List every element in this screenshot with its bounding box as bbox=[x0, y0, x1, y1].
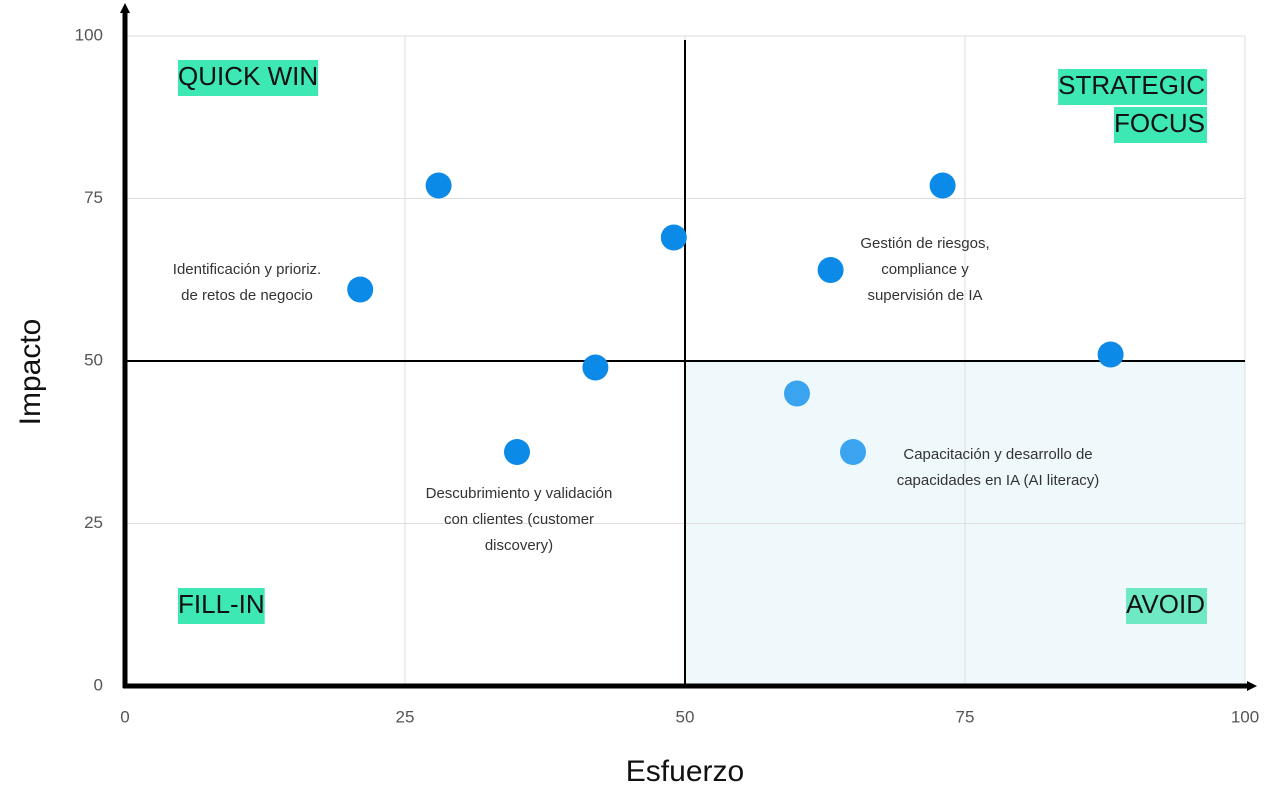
quadrant-label: QUICK WIN bbox=[178, 60, 319, 96]
x-tick-label: 50 bbox=[676, 707, 695, 726]
annotation: Capacitación y desarrollo de bbox=[903, 446, 1092, 463]
x-axis-title: Esfuerzo bbox=[626, 755, 744, 788]
annotation: con clientes (customer bbox=[444, 511, 594, 528]
quadrant-label-text: FILL-IN bbox=[178, 589, 265, 619]
quadrant-label-text: FOCUS bbox=[1114, 108, 1205, 138]
x-tick-label: 75 bbox=[956, 707, 975, 726]
annotation: supervisión de IA bbox=[867, 287, 982, 304]
point bbox=[929, 172, 956, 199]
quadrant-label-text: AVOID bbox=[1126, 589, 1205, 619]
quadrant-label-bg bbox=[178, 588, 265, 624]
quadrant-label-bg bbox=[1058, 69, 1207, 105]
y-tick-label: 50 bbox=[84, 350, 103, 369]
y-axis-title: Impacto bbox=[14, 319, 47, 426]
quadrant-label-bg bbox=[178, 60, 319, 96]
quadrant-label: AVOID bbox=[1126, 588, 1207, 624]
annotation: capacidades en IA (AI literacy) bbox=[897, 472, 1100, 489]
x-tick-label: 100 bbox=[1231, 707, 1259, 726]
quadrant-label-text: QUICK WIN bbox=[178, 61, 318, 91]
point bbox=[504, 439, 530, 465]
annotation: Identificación y prioriz. bbox=[173, 261, 321, 278]
point bbox=[425, 172, 452, 199]
y-tick-label: 0 bbox=[94, 675, 103, 694]
y-tick-label: 100 bbox=[75, 25, 103, 44]
point bbox=[840, 439, 866, 465]
y-tick-label: 25 bbox=[84, 513, 103, 532]
y-tick-label: 75 bbox=[84, 188, 103, 207]
annotation: de retos de negocio bbox=[181, 287, 313, 304]
point bbox=[347, 276, 374, 303]
point bbox=[582, 354, 609, 381]
annotation: discovery) bbox=[485, 537, 553, 554]
x-tick-label: 25 bbox=[396, 707, 415, 726]
quadrant-label-bg bbox=[1126, 588, 1207, 624]
quadrant-label: FILL-IN bbox=[178, 588, 265, 624]
point bbox=[660, 224, 687, 251]
quadrant-label-bg bbox=[1114, 107, 1207, 143]
point bbox=[784, 380, 810, 407]
point bbox=[1097, 341, 1124, 368]
annotation: compliance y bbox=[881, 261, 969, 278]
quadrant-label: STRATEGIC FOCUS bbox=[1058, 69, 1207, 143]
x-tick-label: 0 bbox=[120, 707, 129, 726]
annotation: Descubrimiento y validación bbox=[426, 485, 613, 502]
quadrant-label-text: STRATEGIC bbox=[1058, 70, 1205, 100]
point bbox=[817, 257, 844, 283]
annotation: Gestión de riesgos, bbox=[860, 235, 989, 252]
